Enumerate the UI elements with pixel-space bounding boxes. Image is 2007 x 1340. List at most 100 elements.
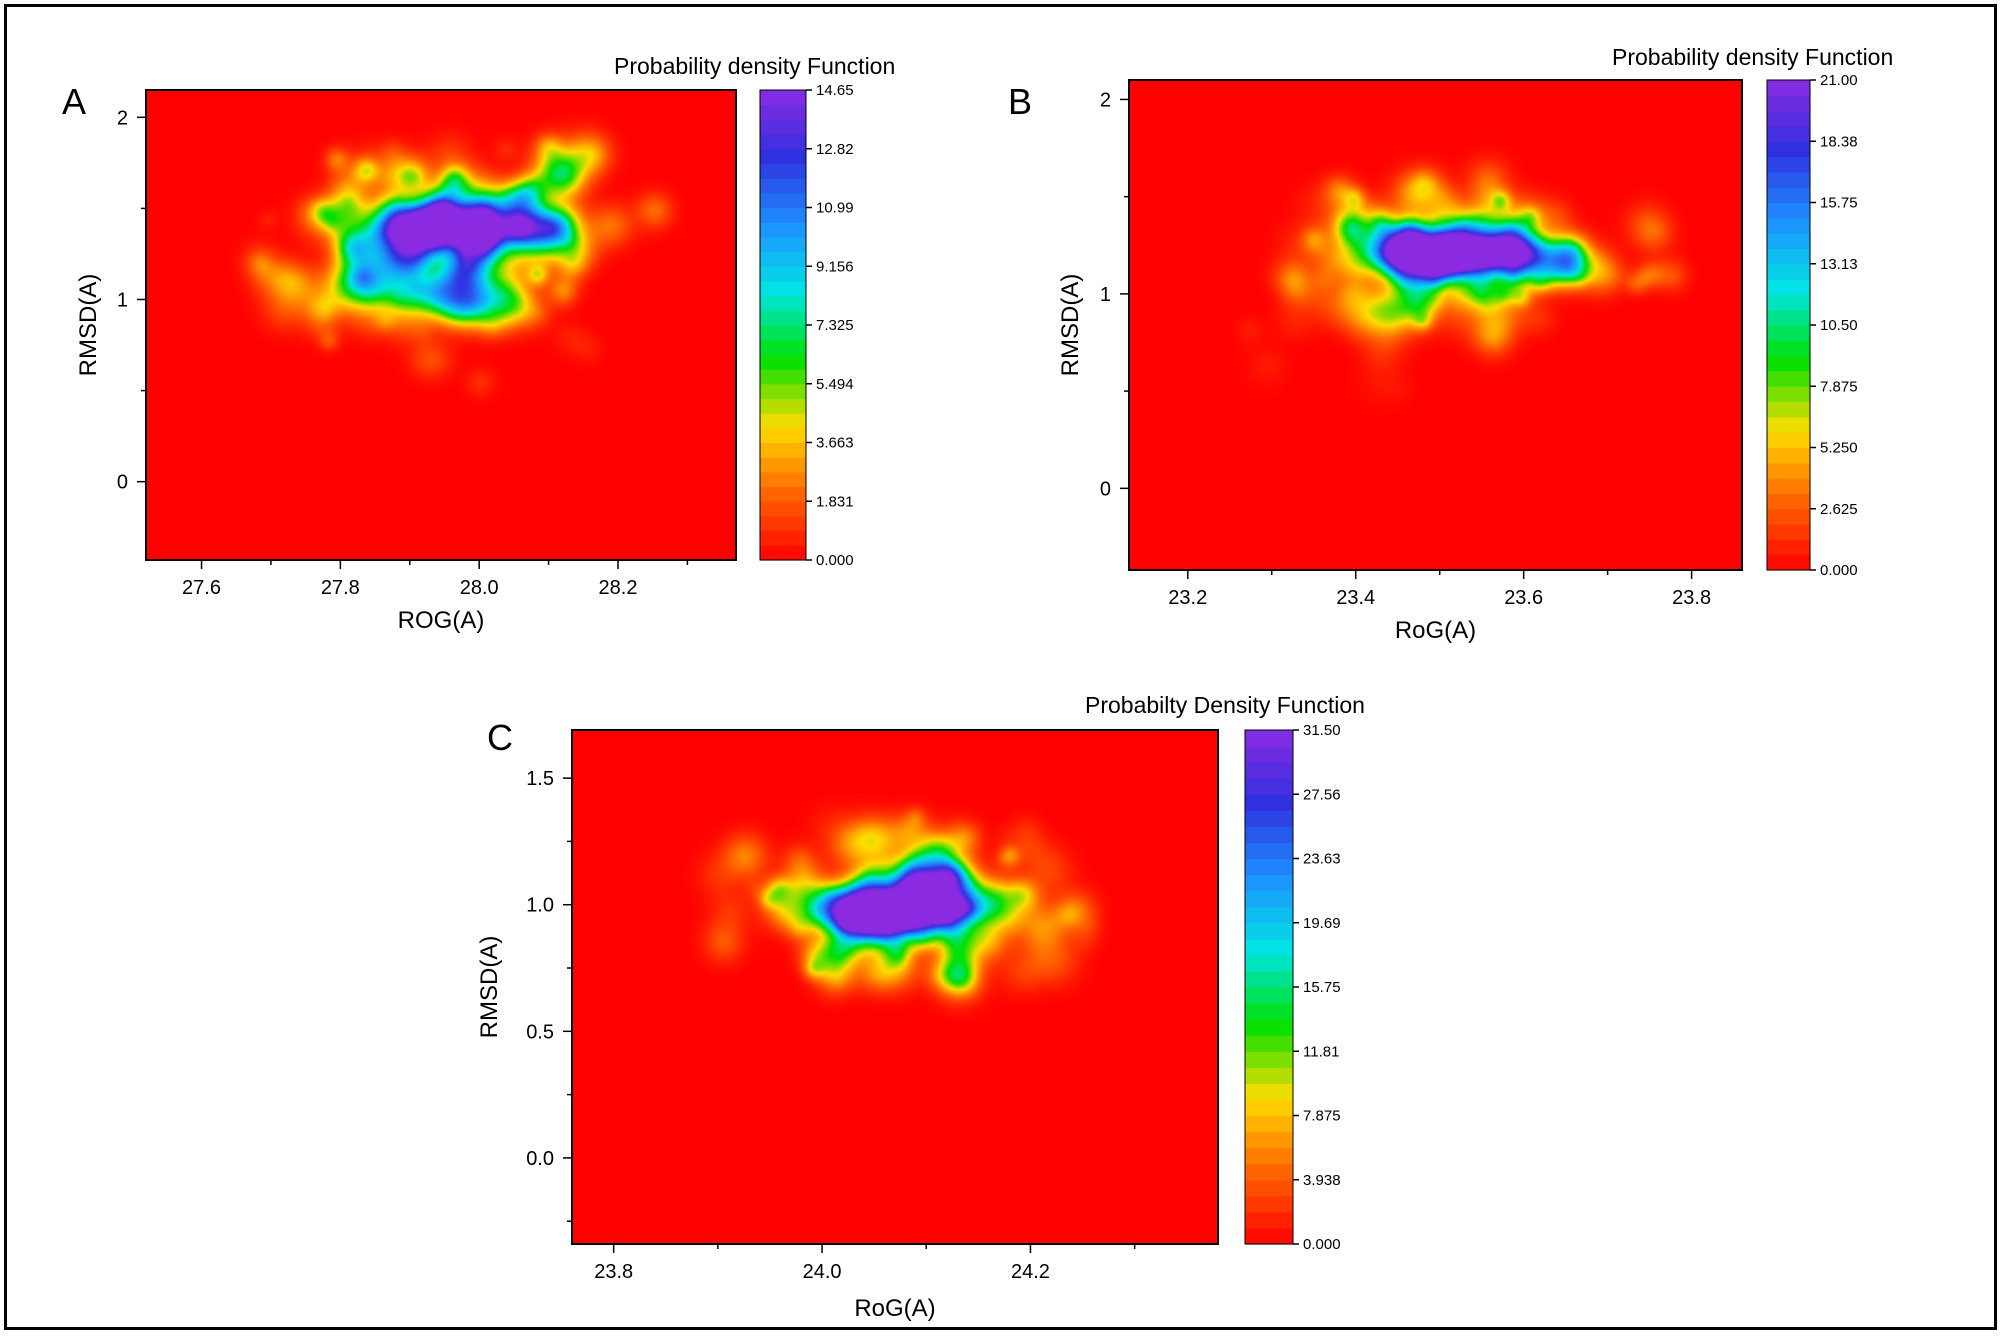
colorbar-band [1767, 294, 1810, 311]
colorbar-tick-label: 3.663 [816, 435, 854, 452]
x-axis-title: ROG(A) [398, 607, 485, 634]
colorbar-band [1245, 1003, 1293, 1020]
x-tick-label: 24.2 [1011, 1261, 1050, 1283]
plot-frame [145, 89, 737, 561]
colorbar-band [1245, 1195, 1293, 1213]
x-tick-label: 23.6 [1504, 587, 1543, 609]
density-field [572, 730, 1218, 1244]
colorbar-band [1245, 874, 1293, 892]
colorbar-tick-label: 10.99 [816, 200, 854, 217]
colorbar-band [1767, 386, 1810, 403]
colorbar-tick-label: 7.875 [1303, 1108, 1341, 1125]
colorbar-band [1245, 778, 1293, 795]
colorbar-band [760, 148, 806, 165]
colorbar-band [760, 280, 806, 297]
colorbar-band [760, 134, 806, 150]
colorbar-band [1245, 858, 1293, 876]
x-tick-label: 23.8 [594, 1261, 633, 1283]
colorbar-tick-label: 1.831 [816, 493, 854, 510]
y-tick-label: 1 [1100, 284, 1111, 306]
colorbar-band [760, 530, 806, 546]
colorbar-band [760, 192, 806, 209]
colorbar-tick-label: 0.000 [816, 552, 854, 569]
x-tick-label: 28.0 [460, 577, 499, 599]
colorbar-tick-label: 5.494 [816, 376, 854, 393]
colorbar-band [1245, 1179, 1293, 1197]
colorbar-tick-label: 15.75 [1820, 195, 1858, 212]
colorbar-band [1245, 1019, 1293, 1036]
colorbar-tick-label: 19.69 [1303, 915, 1341, 932]
colorbar-band [760, 310, 806, 326]
colorbar-tick-label: 7.875 [1820, 378, 1858, 395]
colorbar-band [1767, 493, 1810, 510]
colorbar-band [1245, 730, 1293, 747]
colorbar-band [1767, 340, 1810, 357]
panel-label: C [487, 717, 513, 758]
colorbar-band [1767, 171, 1810, 188]
colorbar-band [1767, 156, 1810, 173]
x-axis-title: RoG(A) [1395, 617, 1476, 644]
colorbar-title: Probabilty Density Function [1085, 692, 1365, 718]
colorbar-band [760, 413, 806, 429]
colorbar-band [1767, 110, 1810, 127]
figure-frame [4, 4, 1997, 1330]
colorbar-band [1245, 1227, 1293, 1245]
colorbar-band [1245, 1035, 1293, 1052]
colorbar-band [1767, 309, 1810, 326]
colorbar-tick-label: 0.000 [1303, 1236, 1341, 1253]
colorbar-tick-label: 14.65 [816, 82, 854, 99]
y-tick-label: 0.5 [526, 1021, 554, 1043]
colorbar-band [1245, 1131, 1293, 1149]
x-tick-label: 28.2 [599, 577, 638, 599]
colorbar-band [1245, 922, 1293, 940]
colorbar-band [760, 163, 806, 179]
colorbar-band [1245, 810, 1293, 827]
colorbar-band [1767, 416, 1810, 433]
x-tick-label: 24.0 [803, 1261, 842, 1283]
colorbar-band [1767, 263, 1810, 280]
y-axis-title: RMSD(A) [1057, 274, 1084, 377]
colorbar-band [760, 398, 806, 414]
colorbar-band [1767, 539, 1810, 556]
colorbar-tick-label: 21.00 [1820, 72, 1858, 89]
y-tick-label: 0.0 [526, 1148, 554, 1170]
colorbar-band [1245, 1115, 1293, 1133]
colorbar-band [760, 427, 806, 444]
colorbar-band [760, 222, 806, 238]
panel-label: B [1008, 81, 1032, 122]
colorbar-band [1767, 202, 1810, 219]
panel-label: A [62, 81, 86, 122]
colorbar-band [1245, 906, 1293, 924]
colorbar-band [1767, 355, 1810, 372]
colorbar-tick-label: 2.625 [1820, 501, 1858, 518]
colorbar-tick-label: 3.938 [1303, 1172, 1341, 1189]
colorbar-title: Probability density Function [1612, 44, 1893, 70]
colorbar-band [1767, 80, 1810, 96]
colorbar-band [760, 119, 806, 135]
colorbar-band [1245, 842, 1293, 860]
colorbar-tick-label: 13.13 [1820, 256, 1858, 273]
colorbar-band [760, 339, 806, 355]
colorbar-band [1245, 1099, 1293, 1117]
colorbar-tick-label: 12.82 [816, 141, 854, 158]
colorbar-band [760, 457, 806, 473]
colorbar-band [1767, 432, 1810, 449]
colorbar-band [1767, 508, 1810, 525]
colorbar-tick-label: 31.50 [1303, 722, 1341, 739]
x-tick-label: 27.6 [182, 577, 221, 599]
panel-c: 23.8 24.0 24.2 0.0 0.5 1.0 1.5 RoG(A) RMSD(A) C 0.… [476, 692, 1365, 1322]
colorbar-band [760, 471, 806, 488]
y-axis-title: RMSD(A) [476, 936, 503, 1039]
colorbar-band [1767, 524, 1810, 540]
colorbar-band [760, 515, 806, 532]
colorbar-band [760, 104, 806, 120]
colorbar-band [760, 354, 806, 370]
colorbar-band [760, 325, 806, 341]
colorbar-tick-label: 0.000 [1820, 562, 1858, 579]
colorbar-band [1767, 187, 1810, 204]
colorbar-band [1245, 987, 1293, 1004]
colorbar-band [760, 295, 806, 311]
colorbar-band [760, 369, 806, 385]
colorbar-tick-label: 27.56 [1303, 786, 1341, 803]
colorbar-band [760, 383, 806, 400]
